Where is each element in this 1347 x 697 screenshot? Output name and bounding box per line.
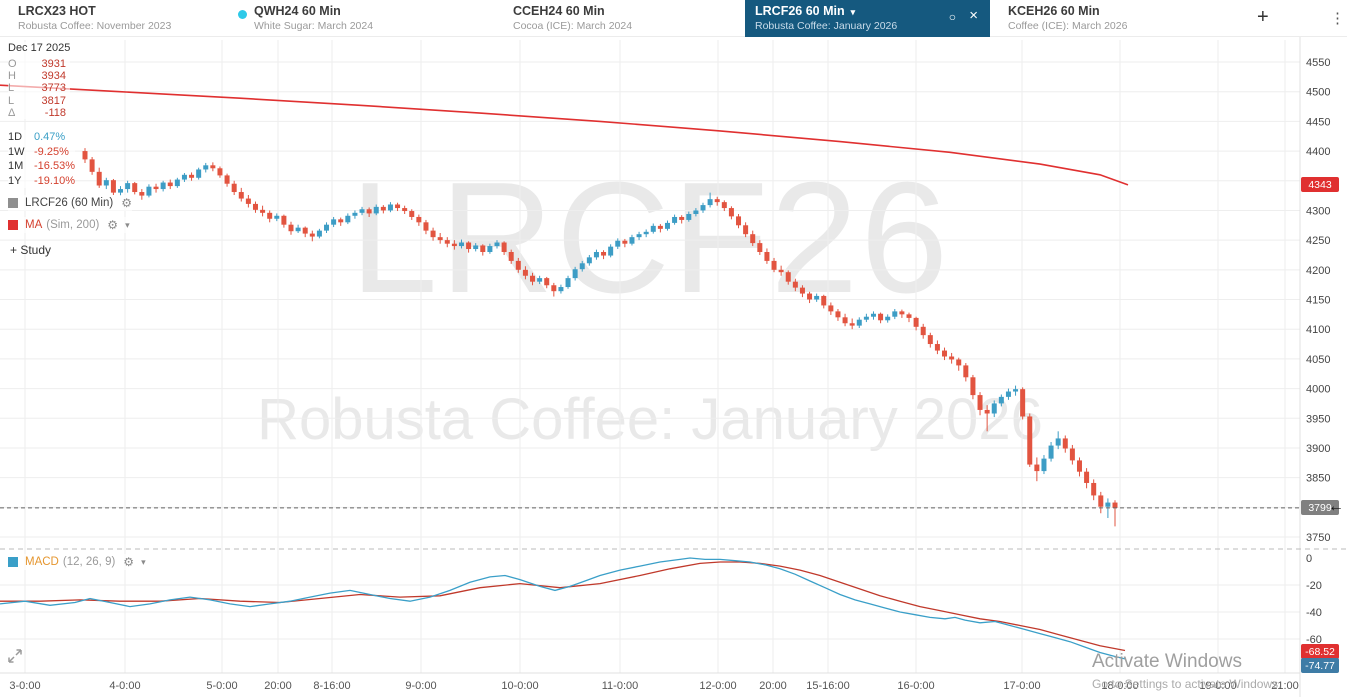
tab-subtitle: Robusta Coffee: January 2026 [755,20,898,32]
svg-text:3750: 3750 [1306,532,1330,544]
tab-title: LRCF26 60 Min ▾ [755,4,856,18]
svg-text:3950: 3950 [1306,413,1330,425]
tab-qwh24[interactable]: QWH24 60 Min White Sugar: March 2024 [228,0,383,37]
svg-text:3-0:00: 3-0:00 [9,680,40,692]
svg-text:4150: 4150 [1306,295,1330,307]
chart-plot-area[interactable] [0,37,1300,673]
ohlc-row-low: L 3773 [8,82,66,95]
svg-text:15-16:00: 15-16:00 [806,680,849,692]
tab-subtitle: Cocoa (ICE): March 2024 [513,20,633,32]
svg-text:16-0:00: 16-0:00 [897,680,934,692]
gear-icon[interactable]: ⚙ [121,196,132,210]
ohlc-panel: Dec 17 2025 O 3931 H 3934 L 3773 L 3817 Δ -11… [8,42,71,119]
svg-text:4100: 4100 [1306,324,1330,336]
tab-lrcx23[interactable]: LRCX23 HOT Robusta Coffee: November 2023 [8,0,181,37]
ma-color-swatch [8,220,18,230]
series-legend-label: LRCF26 (60 Min) [25,197,114,209]
svg-text:-20: -20 [1306,580,1322,592]
macd-legend-row[interactable]: MACD (12, 26, 9) ⚙ ▾ [8,554,146,570]
macd-color-swatch [8,557,18,567]
chevron-down-icon[interactable]: ▾ [850,7,856,17]
ma-legend-params: (Sim, 200) [46,219,100,231]
tab-status-dot [238,10,247,19]
svg-text:-40: -40 [1306,607,1322,619]
svg-text:4450: 4450 [1306,116,1330,128]
add-chart-button[interactable]: + [1257,6,1269,28]
chevron-down-icon[interactable]: ▾ [141,556,146,567]
svg-text:8-16:00: 8-16:00 [313,680,350,692]
macd-legend-params: (12, 26, 9) [62,556,116,568]
last-price-badge: 3799 [1301,500,1339,515]
activate-windows-subtext: Go to Settings to activate Windows. [1092,677,1282,691]
performance-panel: 1D 0.47% 1W -9.25% 1M -16.53% 1Y -19.10% [8,130,75,189]
expand-chart-icon[interactable] [6,647,24,670]
svg-text:4500: 4500 [1306,87,1330,99]
ma-legend-label: MA [25,219,43,231]
tab-lrcf26-active[interactable]: LRCF26 60 Min ▾ Robusta Coffee: January 2… [745,0,990,37]
ohlc-row-high: H 3934 [8,70,66,83]
chevron-down-icon[interactable]: ▾ [125,219,130,230]
svg-text:20:00: 20:00 [264,680,292,692]
macd-signal-badge: -68.52 [1301,644,1339,659]
perf-row-1y: 1Y -19.10% [8,175,75,188]
ma-value-badge: 4343 [1301,177,1339,192]
tab-subtitle: White Sugar: March 2024 [254,20,374,32]
macd-legend-label: MACD [25,556,59,568]
jump-to-latest-icon[interactable]: ← [1328,498,1344,515]
series-legend-row[interactable]: LRCF26 (60 Min) ⚙ [8,195,132,211]
tab-subtitle: Robusta Coffee: November 2023 [18,20,172,32]
gear-icon[interactable]: ⚙ [107,218,119,232]
perf-row-1d: 1D 0.47% [8,131,66,144]
svg-text:12-0:00: 12-0:00 [699,680,736,692]
perf-row-1w: 1W -9.25% [8,145,69,158]
compare-circle-icon[interactable]: ○ [948,10,956,24]
svg-text:4200: 4200 [1306,265,1330,277]
svg-text:4250: 4250 [1306,235,1330,247]
ohlc-row-change: Δ -118 [8,106,66,119]
svg-text:10-0:00: 10-0:00 [501,680,538,692]
kebab-menu-icon[interactable]: ⋮ [1330,10,1345,27]
series-color-swatch [8,198,18,208]
tab-title: CCEH24 60 Min [513,4,605,18]
svg-text:9-0:00: 9-0:00 [405,680,436,692]
watermark-name: Robusta Coffee: January 2026 [257,387,1043,452]
ohlc-row-last: L 3817 [8,94,66,107]
chart-tabs-bar: LRCX23 HOT Robusta Coffee: November 2023… [0,0,1347,37]
tab-title: LRCX23 HOT [18,4,96,18]
svg-text:3900: 3900 [1306,443,1330,455]
activate-windows-text: Activate Windows [1092,651,1242,672]
perf-row-1m: 1M -16.53% [8,160,75,173]
ma-legend-row[interactable]: MA (Sim, 200) ⚙ ▾ [8,217,130,233]
svg-text:4400: 4400 [1306,146,1330,158]
tab-subtitle: Coffee (ICE): March 2026 [1008,20,1128,32]
gear-icon[interactable]: ⚙ [123,555,135,569]
tab-cceh24[interactable]: CCEH24 60 Min Cocoa (ICE): March 2024 [503,0,642,37]
svg-text:4550: 4550 [1306,57,1330,69]
cursor-date: Dec 17 2025 [8,42,71,54]
tab-title: QWH24 60 Min [254,4,341,18]
add-study-button[interactable]: + Study [10,243,52,257]
svg-text:4050: 4050 [1306,354,1330,366]
tab-kceh26[interactable]: KCEH26 60 Min Coffee (ICE): March 2026 [998,0,1137,37]
svg-text:4300: 4300 [1306,205,1330,217]
svg-text:4000: 4000 [1306,384,1330,396]
tab-title: KCEH26 60 Min [1008,4,1100,18]
ohlc-row-open: O 3931 [8,58,66,71]
svg-text:0: 0 [1306,553,1312,565]
svg-text:5-0:00: 5-0:00 [206,680,237,692]
svg-text:4-0:00: 4-0:00 [109,680,140,692]
macd-value-badge: -74.77 [1301,658,1339,673]
svg-text:20:00: 20:00 [759,680,787,692]
svg-text:3850: 3850 [1306,473,1330,485]
svg-text:17-0:00: 17-0:00 [1003,680,1040,692]
svg-text:11-0:00: 11-0:00 [602,680,639,692]
close-icon[interactable]: × [969,7,978,24]
